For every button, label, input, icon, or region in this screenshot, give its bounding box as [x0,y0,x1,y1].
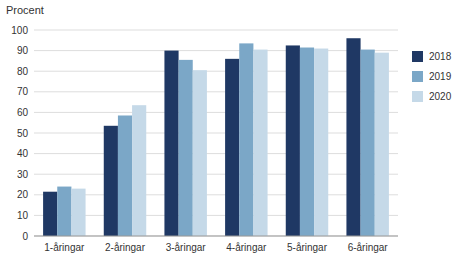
y-tick-label: 60 [17,107,29,118]
bar [179,60,193,236]
bar [118,115,132,236]
grid-line [34,194,398,195]
y-tick-label: 50 [17,128,29,139]
legend-label: 2020 [429,91,452,102]
bar [346,38,360,236]
y-tick-label: 90 [17,45,29,56]
bar [375,53,389,236]
y-tick-label: 80 [17,66,29,77]
bar [225,59,239,236]
bar [253,50,267,236]
grid [34,30,398,236]
grid-line [34,174,398,175]
bars [43,38,389,236]
y-tick-label: 30 [17,169,29,180]
grid-line [34,236,398,237]
bar [43,192,57,236]
legend-label: 2018 [429,51,452,62]
bar [71,189,85,236]
legend-swatch [412,71,423,82]
grid-line [34,71,398,72]
grid-line [34,50,398,51]
x-tick-label: 3-åringar [166,242,207,253]
bar [164,51,178,236]
grid-line [34,133,398,134]
y-tick-label: 10 [17,210,29,221]
x-tick-label: 2-åringar [105,242,146,253]
bar [57,187,71,236]
bar [361,50,375,236]
legend: 2018 2019 2020 [412,51,452,102]
x-tick-label: 5-åringar [287,242,328,253]
bar [300,48,314,236]
y-tick-label: 70 [17,86,29,97]
y-axis-label: Procent [6,4,44,16]
x-tick-label: 4-åringar [226,242,267,253]
legend-swatch [412,91,423,102]
grid-line [34,112,398,113]
legend-swatch [412,51,423,62]
x-tick-label: 1-åringar [44,242,85,253]
grid-line [34,91,398,92]
bar [286,45,300,236]
y-tick-label: 100 [11,25,28,36]
bar [132,105,146,236]
legend-label: 2019 [429,71,452,82]
bar [314,49,328,236]
bar [193,70,207,236]
grid-line [34,215,398,216]
x-tick-label: 6-åringar [348,242,389,253]
bar [239,43,253,236]
y-tick-label: 20 [17,189,29,200]
y-tick-label: 0 [22,231,28,242]
grid-line [34,30,398,31]
y-tick-label: 40 [17,148,29,159]
bar [104,126,118,236]
chart: Procent 0 10 20 30 40 50 60 70 80 90 100 1-åringar 2-… [0,0,468,264]
grid-line [34,153,398,154]
x-axis-line [34,236,398,237]
